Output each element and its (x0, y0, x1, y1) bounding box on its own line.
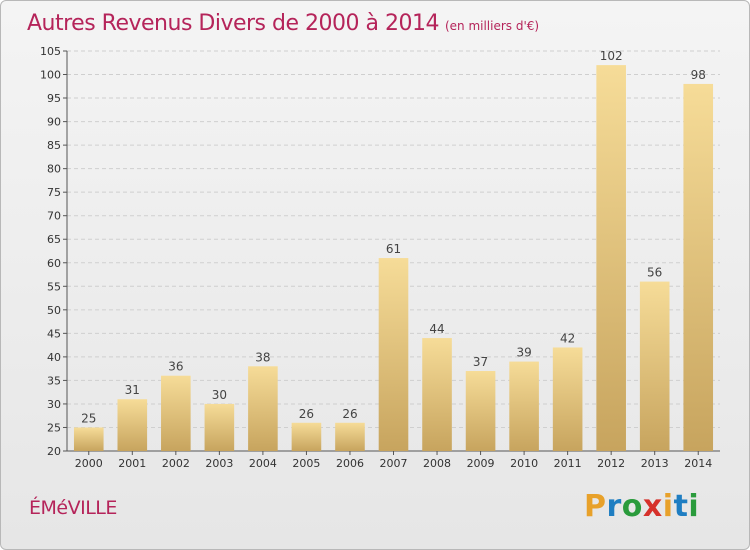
bar (378, 258, 409, 451)
y-tick-label: 35 (47, 374, 61, 387)
x-tick-label: 2011 (554, 457, 582, 470)
y-tick-label: 100 (40, 69, 61, 82)
bar-value-label: 61 (386, 242, 401, 256)
x-tick-label: 2013 (641, 457, 669, 470)
bar-value-label: 26 (342, 407, 357, 421)
x-tick-label: 2009 (467, 457, 495, 470)
x-tick-label: 2012 (597, 457, 625, 470)
logo-letter: x (642, 489, 663, 524)
bar (509, 361, 539, 451)
y-tick-label: 30 (47, 398, 61, 411)
y-tick-label: 105 (40, 45, 61, 58)
bar-value-label: 37 (473, 355, 488, 369)
y-tick-label: 40 (47, 351, 61, 364)
bar (596, 65, 626, 451)
x-tick-label: 2007 (380, 457, 408, 470)
x-tick-label: 2006 (336, 457, 364, 470)
x-tick-label: 2002 (162, 457, 190, 470)
y-tick-label: 55 (47, 280, 61, 293)
bar-value-label: 39 (516, 346, 531, 360)
chart-title-text: Autres Revenus Divers de 2000 à 2014 (27, 11, 439, 36)
bar (73, 427, 104, 451)
bar (465, 371, 496, 451)
bar-value-label: 36 (168, 360, 183, 374)
logo-letter: P (584, 489, 607, 524)
bar (639, 281, 670, 451)
bar-value-label: 25 (81, 411, 96, 425)
bar (422, 338, 452, 451)
y-tick-label: 65 (47, 233, 61, 246)
bar-value-label: 30 (212, 388, 227, 402)
bar-value-label: 56 (647, 266, 662, 280)
logo-letter: o (621, 489, 643, 524)
bar (291, 422, 322, 451)
y-tick-label: 20 (47, 445, 61, 458)
bar (552, 347, 583, 451)
x-tick-label: 2005 (292, 457, 320, 470)
x-tick-label: 2008 (423, 457, 451, 470)
bar (117, 399, 148, 451)
logo-letter: i (662, 489, 674, 524)
x-tick-label: 2010 (510, 457, 538, 470)
labels: 20 25 30 35 40 45 50 55 60 65 70 75 80 85 90 95 100 105 20… (40, 45, 712, 470)
logo-letter: r (606, 489, 622, 524)
bars (73, 65, 714, 452)
x-tick-label: 2003 (205, 457, 233, 470)
bar (335, 422, 365, 451)
y-tick-label: 70 (47, 210, 61, 223)
y-tick-label: 90 (47, 116, 61, 129)
y-tick-label: 45 (47, 327, 61, 340)
bar (161, 375, 191, 451)
x-tick-label: 2000 (75, 457, 103, 470)
bar-value-label: 31 (125, 383, 140, 397)
x-tick-label: 2014 (684, 457, 712, 470)
bar (248, 366, 278, 451)
logo-letter: t (673, 489, 689, 524)
y-tick-label: 95 (47, 92, 61, 105)
y-tick-label: 80 (47, 163, 61, 176)
bar-value-label: 102 (600, 49, 623, 63)
commune-name: ÉMéVILLE (29, 497, 117, 519)
logo-letter: i (688, 489, 700, 524)
y-tick-label: 75 (47, 186, 61, 199)
bar-value-label: 42 (560, 331, 575, 345)
x-tick-label: 2004 (249, 457, 277, 470)
y-tick-label: 85 (47, 139, 61, 152)
x-tick-label: 2001 (118, 457, 146, 470)
chart-title: Autres Revenus Divers de 2000 à 2014 (en … (27, 11, 539, 36)
bar (683, 83, 714, 452)
chart-subtitle: (en milliers d'€) (444, 19, 540, 33)
bar-value-label: 26 (299, 407, 314, 421)
bar-value-label: 38 (255, 350, 270, 364)
y-tick-label: 25 (47, 421, 61, 434)
proxiti-logo: Proxiti (584, 489, 699, 524)
bar-value-label: 44 (429, 322, 444, 336)
bar-value-label: 98 (691, 68, 706, 82)
y-tick-label: 60 (47, 257, 61, 270)
bar (204, 403, 235, 451)
y-tick-label: 50 (47, 304, 61, 317)
